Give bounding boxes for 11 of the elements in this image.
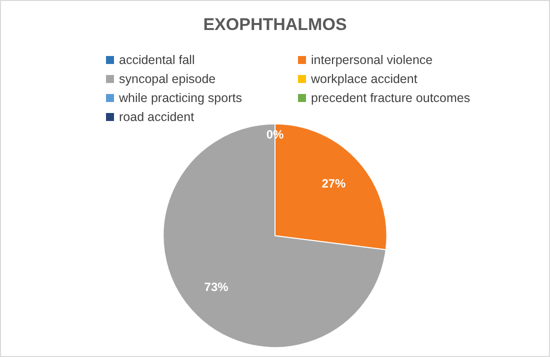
legend-label: while practicing sports <box>119 91 242 105</box>
legend-label: interpersonal violence <box>311 53 433 67</box>
legend-label: accidental fall <box>119 53 195 67</box>
legend-label: workplace accident <box>311 72 418 86</box>
text: 0% <box>266 127 284 142</box>
legend-label: syncopal episode <box>119 72 216 86</box>
data-label: 27% <box>322 176 346 190</box>
legend-label: road accident <box>119 110 194 124</box>
chart-title: EXOPHTHALMOS <box>203 14 347 34</box>
data-label: 73% <box>204 280 229 294</box>
legend-label: precedent fracture outcomes <box>311 91 470 105</box>
